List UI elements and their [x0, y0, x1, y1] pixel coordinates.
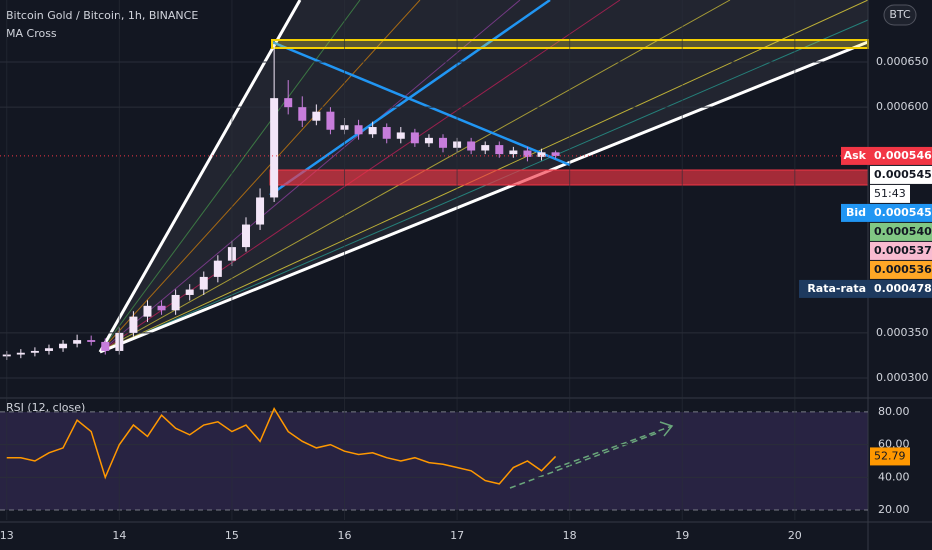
price-badge [870, 222, 932, 241]
x-tick-label: 15 [225, 529, 239, 542]
candle-body [44, 348, 53, 351]
drawings [98, 0, 869, 489]
price-badge [870, 279, 932, 298]
candle-body [30, 350, 39, 353]
x-tick-label: 13 [0, 529, 14, 542]
support-zone [269, 169, 869, 186]
y-tick-label: 40.00 [878, 470, 910, 483]
candle-body [537, 152, 546, 157]
price-badge-name: Ask [844, 149, 867, 162]
value-badge [870, 447, 910, 466]
x-tick-label: 17 [450, 529, 464, 542]
candle-body [410, 132, 419, 144]
y-tick-label: 0.000650 [876, 55, 929, 68]
fan-edge [98, 0, 302, 353]
price-badge [870, 146, 932, 165]
candle-body [326, 111, 335, 130]
candle-body [213, 260, 222, 277]
candle-body [509, 150, 518, 155]
candle-body [284, 98, 293, 108]
candle-body [481, 145, 490, 151]
chart-title: Bitcoin Gold / Bitcoin, 1h, BINANCE [6, 9, 198, 22]
rsi-trend-line [554, 425, 673, 469]
price-badge [870, 241, 932, 260]
price-badge-label: 0.000540 [874, 225, 932, 238]
price-badge [870, 165, 932, 184]
price-badge [870, 260, 932, 279]
candle-body [551, 152, 560, 156]
candle-body [495, 145, 504, 155]
y-tick-label: 80.00 [878, 405, 910, 418]
currency-button[interactable] [883, 4, 917, 26]
candle-body [298, 107, 307, 121]
countdown: 51:43 [874, 187, 906, 200]
price-badge-label: 0.000537 [874, 244, 932, 257]
candle-body [143, 305, 152, 317]
candle-body [523, 150, 532, 157]
y-tick-label: 0.000600 [876, 100, 929, 113]
candle-body [368, 127, 377, 135]
candle-body [129, 316, 138, 333]
x-tick-label: 14 [112, 529, 126, 542]
countdown-badge [870, 184, 910, 203]
candle-body [199, 276, 208, 290]
currency-label: BTC [889, 8, 911, 21]
fan-line [99, 0, 421, 353]
y-tick-label: 0.000350 [876, 326, 929, 339]
rsi-title: RSI (12, close) [6, 401, 85, 414]
fan-line [99, 0, 361, 353]
candle-body [101, 341, 110, 351]
price-badge-name-bg [841, 203, 870, 222]
y-tick-label: 60.00 [878, 438, 910, 451]
value-badge-label: 52.79 [874, 449, 906, 462]
fan-edge [99, 40, 869, 354]
candle-body [382, 127, 391, 139]
fan-line [99, 19, 869, 353]
indicator-name: MA Cross [6, 27, 57, 40]
candle-body [467, 141, 476, 151]
price-badge-name: Rata-rata [807, 282, 866, 295]
candle-body [157, 305, 166, 311]
trend-line [269, 0, 551, 197]
x-tick-label: 16 [337, 529, 351, 542]
candle-body [354, 125, 363, 135]
candle-body [73, 340, 82, 344]
price-badge [870, 203, 932, 222]
candle-body [270, 98, 279, 198]
candle-body [59, 343, 68, 349]
arrow-head [659, 421, 674, 437]
candle-body [185, 289, 194, 295]
candle-body [396, 132, 405, 139]
candle-body [87, 340, 96, 342]
candle-body [312, 111, 321, 121]
candle-body [16, 352, 25, 355]
x-tick-label: 20 [788, 529, 802, 542]
rsi-line [6, 407, 557, 485]
price-badge-label: 0.000478 [874, 282, 932, 295]
y-tick-label: 20.00 [878, 503, 910, 516]
candle-body [424, 137, 433, 144]
rsi-trend-line [509, 431, 661, 489]
price-badge-label: 0.000545 [874, 206, 932, 219]
candle-body [241, 224, 250, 248]
x-tick-label: 18 [563, 529, 577, 542]
rsi-band [0, 412, 868, 510]
candle-body [171, 294, 180, 311]
x-tick-label: 19 [675, 529, 689, 542]
price-badge-name-bg [841, 146, 870, 165]
price-badge-label: 0.000536 [874, 263, 932, 276]
y-tick-label: 0.000300 [876, 371, 929, 384]
price-badge-name-bg [799, 279, 870, 298]
price-badge-label: 0.000546 [874, 149, 932, 162]
candle-body [439, 137, 448, 148]
price-badge-label: 0.000545 [874, 168, 932, 181]
candle-body [256, 197, 265, 225]
price-badge-name: Bid [846, 206, 866, 219]
